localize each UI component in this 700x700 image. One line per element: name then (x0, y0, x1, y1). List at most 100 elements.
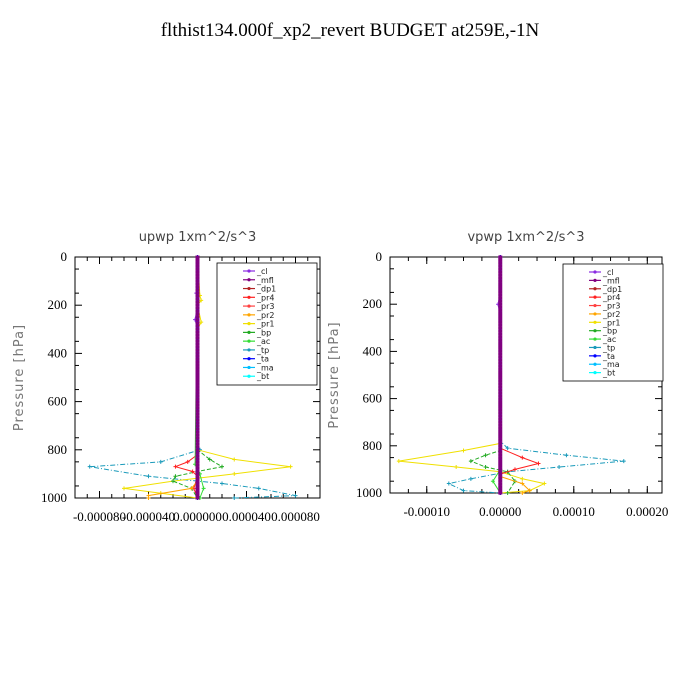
data-point-mfl (498, 429, 503, 433)
data-point-mfl (498, 329, 503, 333)
data-point-tp (557, 465, 562, 470)
x-tick-label: 0.00000 (479, 504, 521, 519)
data-point-mfl (195, 388, 200, 392)
data-point-mfl (195, 394, 200, 398)
figure-title: flthist134.000f_xp2_revert BUDGET at259E… (160, 20, 540, 41)
data-point-mfl (498, 397, 503, 401)
data-point-mfl (498, 470, 503, 474)
data-point-mfl (498, 420, 503, 424)
series-line-pr2 (148, 257, 198, 498)
data-point-pr1 (232, 457, 237, 462)
data-point-mfl (195, 321, 200, 325)
data-point-mfl (195, 276, 200, 280)
legend-marker-pr4 (593, 295, 597, 299)
data-point-tp (158, 459, 163, 464)
data-point-mfl (498, 276, 503, 280)
data-point-mfl (195, 403, 200, 407)
data-point-mfl (498, 456, 503, 460)
data-point-mfl (195, 312, 200, 316)
data-point-pr2 (520, 481, 525, 486)
legend-box (562, 263, 664, 382)
data-point-mfl (195, 496, 200, 500)
data-point-mfl (195, 454, 200, 458)
data-point-mfl (195, 255, 200, 259)
data-point-pr2 (520, 491, 525, 495)
data-point-mfl (498, 432, 503, 436)
data-point-tp (87, 464, 92, 469)
data-point-mfl (195, 273, 200, 277)
data-point-mfl (195, 261, 200, 265)
legend-marker-dp1 (247, 286, 251, 291)
data-point-mfl (195, 487, 200, 491)
x-tick-label: 0.00010 (553, 504, 595, 519)
data-point-pr4 (536, 461, 541, 466)
chart-title: vpwp 1xm^2/s^3 (467, 230, 584, 245)
y-tick-label: 200 (48, 297, 68, 312)
data-point-mfl (498, 346, 503, 350)
data-point-mfl (195, 264, 200, 268)
legend-label-bt: _bt (256, 372, 269, 381)
series-line-bp (469, 257, 516, 494)
data-point-tp (220, 481, 224, 486)
y-tick-label: 200 (363, 296, 383, 311)
legend-marker-ta (593, 354, 597, 358)
data-point-mfl (195, 363, 200, 367)
data-point-mfl (498, 414, 503, 418)
data-point-mfl (498, 338, 503, 342)
legend-label-pr2: _pr2 (256, 311, 274, 320)
data-point-mfl (195, 379, 200, 383)
data-point-pr4 (173, 464, 178, 469)
legend-marker-ac (593, 337, 597, 341)
data-point-mfl (498, 400, 503, 404)
data-point-mfl (498, 403, 503, 406)
series-line-pr4 (499, 257, 541, 493)
data-point-mfl (498, 305, 503, 309)
data-point-mfl (498, 488, 503, 492)
data-point-mfl (498, 438, 503, 442)
data-point-mfl (195, 333, 200, 337)
data-point-pr4 (185, 459, 190, 464)
data-point-ac (490, 479, 495, 484)
data-point-mfl (498, 273, 503, 277)
x-tick-label: -0.000040 (122, 509, 175, 524)
legend-marker-cl (247, 269, 251, 273)
data-point-mfl (498, 385, 503, 389)
data-point-mfl (195, 369, 200, 373)
legend-label-mfl: _mfl (602, 276, 620, 285)
data-point-mfl (195, 270, 200, 274)
data-point-mfl (498, 308, 503, 312)
legend-marker-cl (593, 270, 597, 274)
data-point-mfl (195, 285, 200, 289)
chart-panel-1: upwp 1xm^2/s^3 Pressure [hPa] 0 200 400 600 80… (12, 230, 321, 524)
legend-marker-ta (247, 357, 251, 361)
data-point-mfl (195, 397, 200, 401)
data-point-mfl (498, 285, 503, 288)
legend-label-pr3: _pr3 (256, 302, 274, 311)
data-point-mfl (195, 294, 200, 298)
x-tick-label: 0.000040 (222, 509, 271, 524)
data-point-mfl (195, 288, 200, 292)
legend-marker-bp (247, 330, 251, 334)
legend-label-tp: _tp (256, 346, 269, 355)
data-point-mfl (498, 314, 503, 318)
legend-label-ma: _ma (602, 360, 620, 369)
data-point-tp (468, 476, 473, 481)
data-point-mfl (498, 287, 503, 291)
y-tick-label: 800 (363, 438, 383, 453)
legend-label-dp1: _dp1 (256, 285, 276, 294)
data-point-pr1 (199, 320, 204, 325)
data-point-mfl (498, 435, 503, 439)
data-point-mfl (195, 309, 200, 313)
data-point-mfl (498, 344, 503, 347)
data-point-pr1 (396, 459, 401, 464)
legend-label-bp: _bp (256, 328, 271, 337)
data-point-mfl (195, 306, 200, 310)
legend-marker-pr2 (593, 312, 597, 316)
data-point-mfl (195, 436, 200, 440)
y-tick-label: 800 (48, 442, 68, 457)
data-point-mfl (195, 382, 200, 386)
data-point-mfl (195, 412, 200, 416)
data-point-mfl (195, 342, 200, 346)
data-point-mfl (498, 379, 503, 383)
data-point-mfl (195, 300, 200, 304)
